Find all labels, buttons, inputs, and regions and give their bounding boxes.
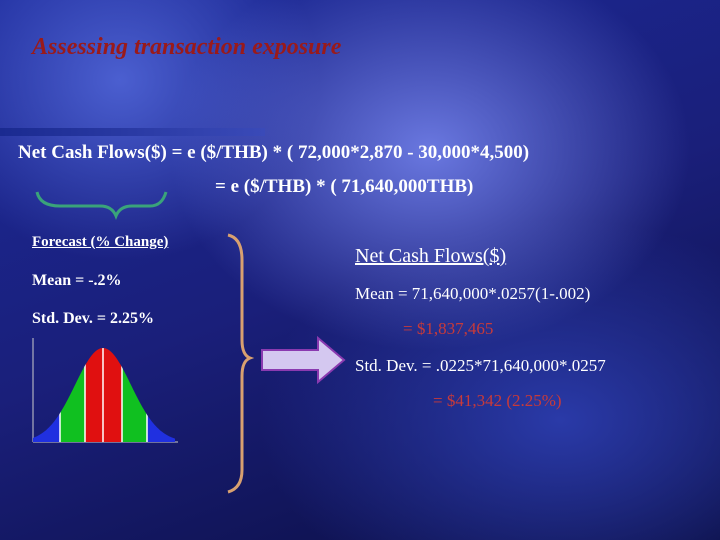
title: Assessing transaction exposure (32, 34, 342, 60)
forecast-mean: Mean = -.2% (32, 272, 122, 289)
formula-line: Net Cash Flows($) = e ($/THB) * ( 72,000… (18, 142, 530, 163)
forecast-heading: Forecast (% Change) (32, 234, 169, 250)
arrow (261, 335, 346, 385)
result-mean-formula: Mean = 71,640,000*.0257(1-.002) (355, 284, 591, 303)
formula-line: = e ($/THB) * ( 71,640,000THB) (215, 176, 474, 197)
result-std-formula: Std. Dev. = .0225*71,640,000*.0257 (355, 356, 606, 375)
distribution-curve (32, 338, 178, 443)
result-heading: Net Cash Flows($) (355, 245, 507, 267)
result-std-value: = $41,342 (2.25%) (433, 391, 562, 410)
title-bar (0, 128, 265, 136)
brace (35, 191, 168, 221)
forecast-std: Std. Dev. = 2.25% (32, 310, 155, 327)
bracket (227, 233, 255, 494)
result-mean-value: = $1,837,465 (403, 319, 494, 338)
